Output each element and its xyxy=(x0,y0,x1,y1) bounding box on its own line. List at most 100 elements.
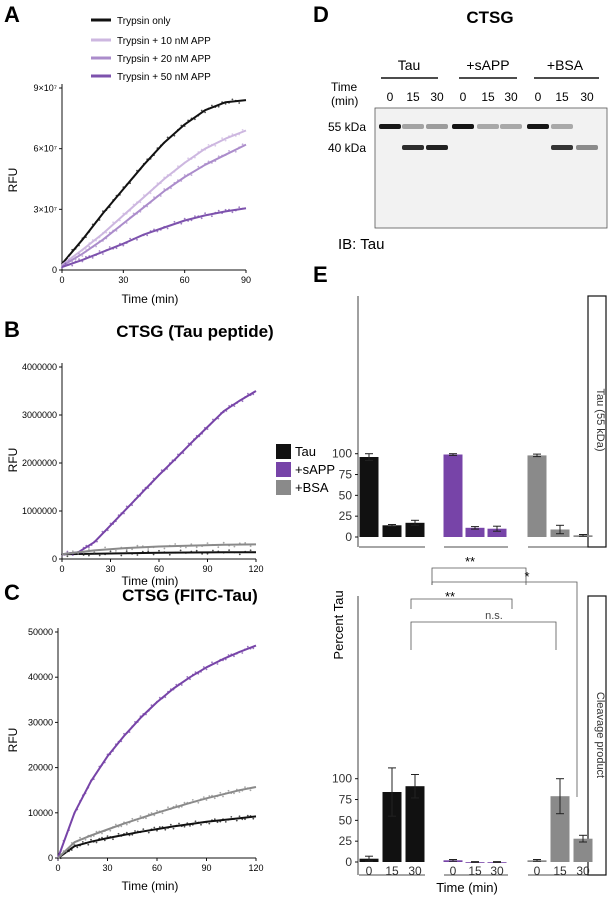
panel-c-data-point xyxy=(230,816,233,818)
legend-swatch-bsa xyxy=(276,480,291,495)
panel-c-xtick-label: 30 xyxy=(102,863,112,873)
panel-c-data-point xyxy=(194,820,197,823)
panel-e-xtick-label: 30 xyxy=(408,864,422,878)
panel-c-data-point xyxy=(180,684,183,686)
panel-b-ytick-label: 0 xyxy=(52,554,57,564)
panel-a-data-point xyxy=(95,245,97,248)
panel-b-data-point xyxy=(77,553,80,555)
panel-b-legend: Tau +sAPP +BSA xyxy=(276,444,335,495)
panel-c-data-point xyxy=(202,666,205,668)
facet-ytick-label: 100 xyxy=(332,772,352,786)
panel-a-data-point xyxy=(231,133,234,136)
panel-c-data-point xyxy=(156,809,158,812)
panel-a-data-point xyxy=(98,250,101,252)
facet-ytick-label: 75 xyxy=(339,793,353,807)
marker-55kda: 55 kDa xyxy=(328,120,366,134)
panel-a-data-point xyxy=(200,217,203,220)
panel-c-data-point xyxy=(109,829,112,832)
panel-c-data-point xyxy=(227,789,230,792)
panel-a-data-point xyxy=(190,174,193,177)
panel-c-data-point xyxy=(112,838,114,841)
panel-b-data-point xyxy=(147,550,150,553)
legend-swatch-tau xyxy=(276,444,291,459)
panel-c-xtick-label: 0 xyxy=(55,863,60,873)
blot-band-40kda xyxy=(426,145,448,150)
panel-b-data-point xyxy=(244,542,247,544)
panel-c-data-point xyxy=(87,843,90,846)
facet-ytick-label: 0 xyxy=(345,855,352,869)
panel-c-data-point xyxy=(233,655,235,658)
blot-time-unit: (min) xyxy=(331,94,358,108)
blot-lane-labels: 0 15 30 0 15 30 0 15 30 xyxy=(387,90,594,104)
panel-e-xtick-label: 15 xyxy=(468,864,482,878)
panel-a-data-point xyxy=(153,196,155,199)
blot-band-55kda xyxy=(477,124,499,129)
panel-c-data-point xyxy=(189,825,191,827)
panel-c-data-point xyxy=(95,841,98,844)
panel-c-data-point xyxy=(156,829,158,832)
panel-a-data-point xyxy=(159,195,162,197)
panel-e-xtick-label: 15 xyxy=(553,864,567,878)
panel-a-data-point xyxy=(166,227,169,230)
panel-e-chart: Percent Tau Time (min) Tau (55 kDa) Clea… xyxy=(331,295,607,895)
panel-b-data-point xyxy=(212,549,214,552)
marker-40kda: 40 kDa xyxy=(328,141,366,155)
panel-b-data-point xyxy=(249,545,252,547)
bracket-tau15-sapp15 xyxy=(410,598,513,609)
panel-b-xtick-label: 0 xyxy=(59,564,64,574)
panel-c-data-point xyxy=(90,838,92,841)
legend-trypsin-only: Trypsin only xyxy=(117,16,171,27)
panel-e-ylabel: Percent Tau xyxy=(331,590,346,659)
panel-a-data-point xyxy=(129,237,132,240)
blot-time-label: Time xyxy=(331,80,358,94)
facet-tau55: 0 25 50 75 100 xyxy=(332,296,594,548)
panel-c-data-point xyxy=(233,792,235,795)
panel-label-d: D xyxy=(313,2,329,27)
panel-b-data-point xyxy=(93,551,96,554)
panel-c-data-point xyxy=(222,795,224,798)
panel-c-data-point xyxy=(241,652,244,654)
facet-ytick-label: 50 xyxy=(339,488,353,502)
panel-c-data-point xyxy=(208,822,211,825)
sig-ns: n.s. xyxy=(485,610,503,622)
panel-c-data-point xyxy=(200,823,202,826)
panel-c-data-point xyxy=(224,821,227,823)
panel-a-data-point xyxy=(238,102,241,104)
panel-b-xtick-label: 90 xyxy=(202,564,212,574)
sig-star-3: ** xyxy=(445,589,455,604)
panel-a-ytick-label: 3×10⁷ xyxy=(33,204,57,214)
panel-a-ytick-label: 6×10⁷ xyxy=(33,144,57,154)
panel-c-data-point xyxy=(145,817,147,820)
panel-a-chart: Trypsin only Trypsin + 10 nM APP Trypsin… xyxy=(6,16,251,306)
panel-b-ylabel: RFU xyxy=(6,448,20,473)
panel-b-data-point xyxy=(98,554,101,557)
panel-c-data-point xyxy=(216,821,219,824)
panel-b-series--sapp xyxy=(61,390,257,556)
blot-bands xyxy=(379,124,598,150)
panel-a-data-point xyxy=(224,139,227,142)
panel-a-xtick-label: 60 xyxy=(180,275,190,285)
blot-band-40kda xyxy=(551,145,573,150)
panel-b-data-point xyxy=(233,405,236,407)
panel-a-data-point xyxy=(115,247,118,250)
panel-a-data-point xyxy=(194,215,196,218)
panel-b-data-point xyxy=(120,554,123,557)
blot-lane-label: 15 xyxy=(481,90,495,104)
panel-c-data-point xyxy=(81,841,84,843)
legend-sapp: +sAPP xyxy=(295,462,335,477)
panel-a-data-point xyxy=(224,208,227,211)
panel-c-data-point xyxy=(238,815,241,818)
panel-a-data-point xyxy=(78,258,80,260)
panel-b-data-point xyxy=(185,546,187,549)
facet-strip-top xyxy=(587,295,607,548)
panel-c-data-point xyxy=(101,832,103,835)
panel-a-data-point xyxy=(108,246,111,248)
facet-label-bottom: Cleavage product xyxy=(594,692,606,778)
legend-tau: Tau xyxy=(295,444,316,459)
panel-b-ytick-label: 4000000 xyxy=(22,362,57,372)
panel-a-data-point xyxy=(146,234,149,237)
panel-b-data-point xyxy=(88,548,90,550)
panel-b-data-point xyxy=(174,543,177,545)
panel-b-data-point xyxy=(195,546,198,549)
